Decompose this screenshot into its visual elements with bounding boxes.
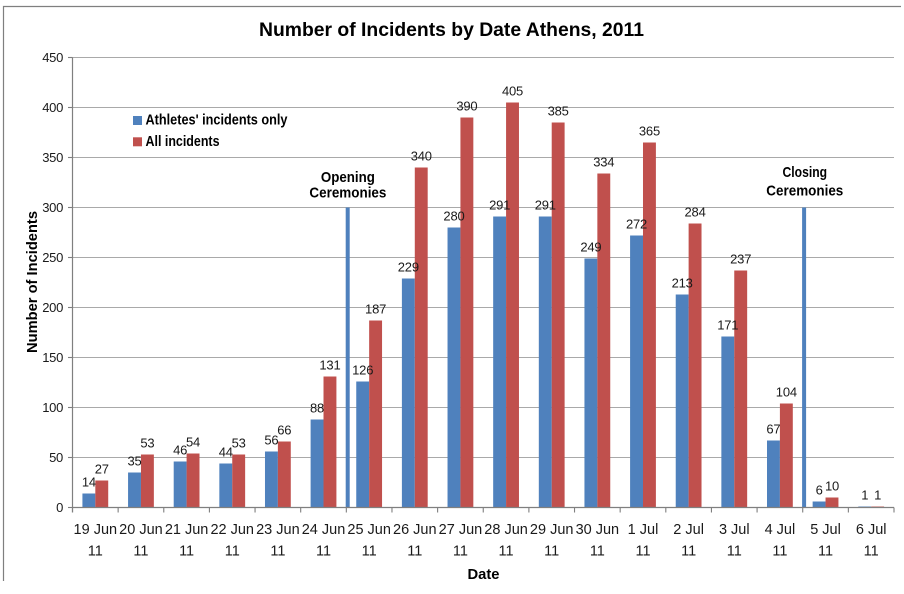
svg-text:Opening: Opening bbox=[321, 169, 375, 186]
svg-text:Ceremonies: Ceremonies bbox=[309, 185, 386, 202]
svg-text:11: 11 bbox=[590, 543, 605, 559]
svg-text:46: 46 bbox=[173, 443, 187, 458]
svg-text:21 Jun: 21 Jun bbox=[165, 522, 209, 538]
svg-text:104: 104 bbox=[776, 385, 797, 400]
svg-text:All incidents: All incidents bbox=[146, 133, 220, 150]
svg-text:67: 67 bbox=[766, 422, 780, 437]
svg-text:450: 450 bbox=[42, 50, 63, 65]
svg-text:334: 334 bbox=[593, 155, 614, 170]
svg-text:213: 213 bbox=[672, 276, 693, 291]
svg-text:Number of Incidents by Date At: Number of Incidents by Date Athens, 2011 bbox=[259, 19, 644, 41]
svg-text:44: 44 bbox=[219, 445, 233, 460]
svg-text:24 Jun: 24 Jun bbox=[302, 522, 346, 538]
svg-text:Athletes' incidents only: Athletes' incidents only bbox=[146, 112, 289, 129]
svg-text:11: 11 bbox=[864, 543, 879, 559]
svg-text:200: 200 bbox=[42, 300, 63, 315]
svg-text:66: 66 bbox=[277, 423, 291, 438]
svg-text:11: 11 bbox=[453, 543, 468, 559]
svg-text:11: 11 bbox=[818, 543, 833, 559]
svg-text:385: 385 bbox=[548, 104, 569, 119]
svg-text:Ceremonies: Ceremonies bbox=[766, 182, 843, 199]
svg-text:26 Jun: 26 Jun bbox=[393, 522, 437, 538]
svg-text:229: 229 bbox=[398, 260, 419, 275]
svg-text:280: 280 bbox=[443, 209, 464, 224]
svg-text:300: 300 bbox=[42, 200, 63, 215]
svg-text:22 Jun: 22 Jun bbox=[210, 522, 254, 538]
svg-text:11: 11 bbox=[544, 543, 559, 559]
svg-text:11: 11 bbox=[499, 543, 514, 559]
svg-text:53: 53 bbox=[140, 436, 154, 451]
svg-text:35: 35 bbox=[127, 454, 141, 469]
svg-text:11: 11 bbox=[270, 543, 285, 559]
svg-text:0: 0 bbox=[56, 500, 63, 515]
svg-text:11: 11 bbox=[407, 543, 422, 559]
svg-text:53: 53 bbox=[232, 436, 246, 451]
svg-text:5 Jul: 5 Jul bbox=[810, 522, 841, 538]
svg-text:340: 340 bbox=[411, 149, 432, 164]
svg-text:11: 11 bbox=[225, 543, 240, 559]
svg-text:237: 237 bbox=[730, 252, 751, 267]
svg-text:30 Jun: 30 Jun bbox=[576, 522, 620, 538]
svg-text:400: 400 bbox=[42, 100, 63, 115]
svg-text:250: 250 bbox=[42, 250, 63, 265]
svg-text:19 Jun: 19 Jun bbox=[74, 522, 118, 538]
svg-text:14: 14 bbox=[82, 475, 96, 490]
svg-text:27: 27 bbox=[95, 462, 109, 477]
svg-text:11: 11 bbox=[316, 543, 331, 559]
svg-text:2 Jul: 2 Jul bbox=[673, 522, 704, 538]
svg-text:27 Jun: 27 Jun bbox=[439, 522, 483, 538]
svg-text:291: 291 bbox=[535, 198, 556, 213]
svg-text:Number of Incidents: Number of Incidents bbox=[24, 211, 41, 353]
svg-text:1 Jul: 1 Jul bbox=[628, 522, 659, 538]
svg-text:171: 171 bbox=[717, 318, 738, 333]
svg-text:11: 11 bbox=[88, 543, 103, 559]
svg-text:350: 350 bbox=[42, 150, 63, 165]
svg-text:249: 249 bbox=[580, 240, 601, 255]
svg-text:284: 284 bbox=[685, 205, 706, 220]
svg-text:405: 405 bbox=[502, 84, 523, 99]
svg-text:54: 54 bbox=[186, 435, 200, 450]
svg-text:126: 126 bbox=[352, 363, 373, 378]
svg-text:291: 291 bbox=[489, 198, 510, 213]
svg-text:28 Jun: 28 Jun bbox=[484, 522, 528, 538]
svg-text:187: 187 bbox=[365, 302, 386, 317]
svg-text:50: 50 bbox=[49, 450, 63, 465]
svg-text:11: 11 bbox=[362, 543, 377, 559]
svg-text:131: 131 bbox=[319, 358, 340, 373]
svg-text:11: 11 bbox=[772, 543, 787, 559]
svg-text:10: 10 bbox=[825, 479, 839, 494]
svg-text:100: 100 bbox=[42, 400, 63, 415]
svg-text:Date: Date bbox=[468, 566, 500, 583]
svg-text:29 Jun: 29 Jun bbox=[530, 522, 574, 538]
svg-text:11: 11 bbox=[727, 543, 742, 559]
svg-text:20 Jun: 20 Jun bbox=[119, 522, 163, 538]
svg-text:4 Jul: 4 Jul bbox=[765, 522, 796, 538]
svg-text:365: 365 bbox=[639, 124, 660, 139]
svg-text:88: 88 bbox=[310, 401, 324, 416]
svg-text:Closing: Closing bbox=[783, 164, 828, 181]
svg-text:272: 272 bbox=[626, 217, 647, 232]
svg-text:11: 11 bbox=[133, 543, 148, 559]
svg-text:6: 6 bbox=[816, 483, 823, 498]
svg-text:390: 390 bbox=[456, 99, 477, 114]
svg-text:1: 1 bbox=[874, 488, 881, 503]
svg-text:3 Jul: 3 Jul bbox=[719, 522, 750, 538]
svg-text:11: 11 bbox=[635, 543, 650, 559]
svg-text:56: 56 bbox=[264, 433, 278, 448]
svg-text:6 Jul: 6 Jul bbox=[856, 522, 887, 538]
svg-text:11: 11 bbox=[681, 543, 696, 559]
svg-text:11: 11 bbox=[179, 543, 194, 559]
svg-text:25 Jun: 25 Jun bbox=[347, 522, 391, 538]
svg-text:1: 1 bbox=[861, 488, 868, 503]
svg-text:150: 150 bbox=[42, 350, 63, 365]
svg-text:23 Jun: 23 Jun bbox=[256, 522, 300, 538]
